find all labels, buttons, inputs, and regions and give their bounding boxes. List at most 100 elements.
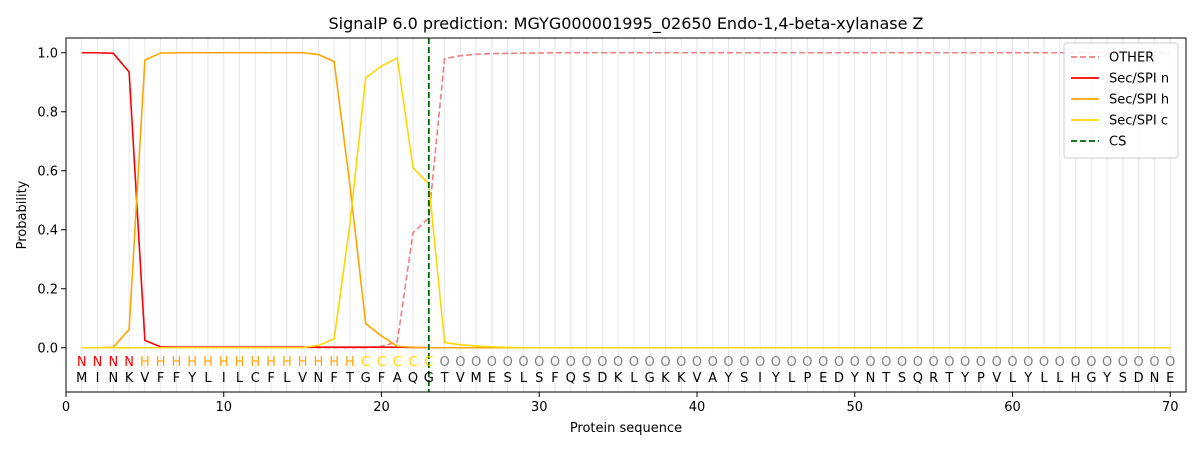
x-axis-ticks: 0 10 20 30 40 50 60 70 xyxy=(62,392,1179,415)
region-label: O xyxy=(1039,355,1049,370)
residue-label: P xyxy=(803,371,811,386)
residue-label: N xyxy=(108,371,118,386)
legend-entry: CS xyxy=(1109,135,1126,150)
region-label: O xyxy=(787,355,797,370)
residue-label: R xyxy=(929,371,938,386)
residue-label: E xyxy=(488,371,496,386)
x-tick-label: 70 xyxy=(1162,400,1179,415)
residue-label: Y xyxy=(771,371,780,386)
region-label: O xyxy=(676,355,686,370)
residue-label: T xyxy=(944,371,953,386)
residue-label: P xyxy=(977,371,985,386)
residue-label: I xyxy=(758,371,762,386)
region-label: C xyxy=(393,355,402,370)
region-label: O xyxy=(455,355,465,370)
legend-entry: Sec/SPI h xyxy=(1109,93,1169,108)
x-tick-label: 0 xyxy=(62,400,70,415)
residue-label: L xyxy=(630,371,638,386)
region-label: O xyxy=(1102,355,1112,370)
residue-label: Q xyxy=(913,371,923,386)
region-label: O xyxy=(1023,355,1033,370)
x-tick-label: 20 xyxy=(373,400,390,415)
residue-label: L xyxy=(283,371,291,386)
region-label: O xyxy=(897,355,907,370)
x-axis-label: Protein sequence xyxy=(570,421,682,436)
legend-entry: Sec/SPI c xyxy=(1109,114,1168,129)
region-label: O xyxy=(439,355,449,370)
region-label: O xyxy=(550,355,560,370)
residue-label: T xyxy=(440,371,449,386)
region-label: O xyxy=(534,355,544,370)
residue-label: E xyxy=(1166,371,1174,386)
region-label: H xyxy=(314,355,324,370)
region-label: C xyxy=(409,355,418,370)
x-tick-label: 30 xyxy=(531,400,548,415)
residue-label: T xyxy=(881,371,890,386)
region-label: H xyxy=(266,355,276,370)
y-axis-label: Probability xyxy=(15,180,30,249)
plot-area xyxy=(81,38,1171,392)
residue-label: N xyxy=(866,371,876,386)
y-tick-label: 1.0 xyxy=(37,46,58,61)
region-label: O xyxy=(471,355,481,370)
region-label: H xyxy=(250,355,260,370)
region-label: O xyxy=(976,355,986,370)
region-label: O xyxy=(597,355,607,370)
y-tick-label: 0.0 xyxy=(37,341,58,356)
series-line-sec-spi-c xyxy=(81,56,1171,349)
region-label: O xyxy=(881,355,891,370)
region-label: O xyxy=(771,355,781,370)
region-label: O xyxy=(1070,355,1080,370)
axes-frame xyxy=(65,37,1187,393)
region-label: O xyxy=(818,355,828,370)
region-label: H xyxy=(140,355,150,370)
region-label: O xyxy=(992,355,1002,370)
chart-title: SignalP 6.0 prediction: MGYG000001995_02… xyxy=(328,14,923,34)
region-label: O xyxy=(850,355,860,370)
residue-label: V xyxy=(456,371,465,386)
region-label: O xyxy=(1007,355,1017,370)
region-label: C xyxy=(377,355,386,370)
residue-label: G xyxy=(645,371,655,386)
region-label: O xyxy=(755,355,765,370)
residue-label: M xyxy=(471,371,482,386)
residue-label: N xyxy=(1150,371,1160,386)
region-label: O xyxy=(723,355,733,370)
region-label: O xyxy=(692,355,702,370)
x-tick-label: 50 xyxy=(846,400,863,415)
residue-label: G xyxy=(361,371,371,386)
residue-label: F xyxy=(378,371,385,386)
residue-label: S xyxy=(740,371,748,386)
residue-label: I xyxy=(222,371,226,386)
region-label: H xyxy=(282,355,292,370)
region-label: H xyxy=(156,355,166,370)
region-label: O xyxy=(1055,355,1065,370)
residue-label: S xyxy=(582,371,590,386)
residue-label: V xyxy=(140,371,149,386)
residue-label: A xyxy=(393,371,402,386)
series-line-other xyxy=(81,51,1171,349)
residue-label: L xyxy=(1056,371,1064,386)
residue-label: K xyxy=(125,371,134,386)
residue-label: Q xyxy=(566,371,576,386)
residue-label: L xyxy=(1040,371,1048,386)
residue-label: F xyxy=(330,371,337,386)
region-label: O xyxy=(865,355,875,370)
region-label: H xyxy=(172,355,182,370)
region-label: O xyxy=(1134,355,1144,370)
residue-label: L xyxy=(1009,371,1017,386)
residue-label: K xyxy=(661,371,670,386)
y-tick-label: 0.2 xyxy=(37,282,58,297)
region-label: H xyxy=(235,355,245,370)
y-tick-label: 0.6 xyxy=(37,164,58,179)
residue-label: F xyxy=(157,371,164,386)
region-label: O xyxy=(944,355,954,370)
residue-label: S xyxy=(535,371,543,386)
x-tick-label: 60 xyxy=(1004,400,1021,415)
residue-label: K xyxy=(677,371,686,386)
region-label: H xyxy=(203,355,213,370)
residue-label: Y xyxy=(960,371,969,386)
residue-label: S xyxy=(898,371,906,386)
region-label: O xyxy=(928,355,938,370)
